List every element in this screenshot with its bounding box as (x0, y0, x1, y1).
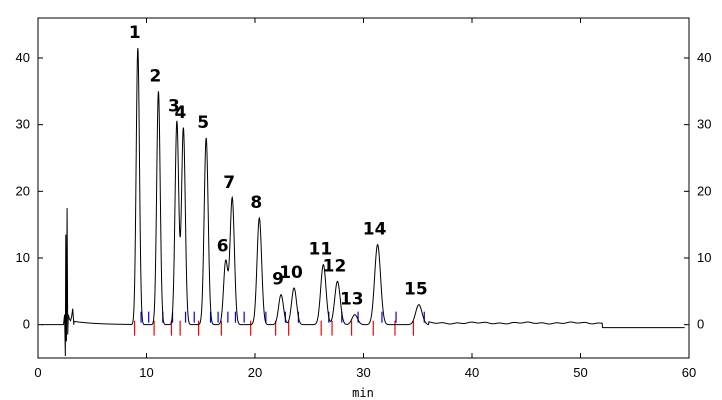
peak-label: 6 (217, 236, 229, 256)
peak-label: 14 (363, 220, 387, 240)
x-tick-label: 40 (465, 365, 479, 380)
peak-label: 9 (272, 270, 284, 290)
peak-label: 4 (174, 103, 186, 123)
y-tick-label-left: 30 (16, 117, 30, 132)
peak-label: 8 (250, 193, 262, 213)
peak-label: 13 (340, 290, 364, 310)
y-tick-label-right: 0 (697, 317, 704, 332)
x-tick-label: 60 (682, 365, 696, 380)
y-tick-label-left: 40 (16, 50, 30, 65)
y-tick-label-left: 10 (16, 250, 30, 265)
integration-markers (133, 311, 425, 336)
chromatogram-trace (41, 47, 685, 357)
peak-label: 15 (404, 280, 428, 300)
x-tick-label: 10 (139, 365, 153, 380)
x-tick-label: 50 (573, 365, 587, 380)
y-tick-label-right: 30 (697, 117, 711, 132)
x-tick-label: 0 (34, 365, 41, 380)
peak-label: 3 (168, 96, 180, 116)
y-tick-label-left: 0 (23, 317, 30, 332)
peak-label: 7 (223, 173, 235, 193)
x-axis-title: min (352, 386, 374, 400)
y-tick-label-right: 40 (697, 50, 711, 65)
peak-label: 12 (323, 256, 347, 276)
peak-label: 5 (197, 113, 209, 133)
x-tick-label: 30 (356, 365, 370, 380)
peak-label: 11 (309, 240, 333, 260)
y-tick-label-right: 20 (697, 183, 711, 198)
peak-label: 10 (279, 263, 303, 283)
y-tick-label-right: 10 (697, 250, 711, 265)
axis-ticks: 0 10 20 30 40 50 60 0 0 10 10 20 20 30 30 40 40 (16, 18, 711, 380)
y-tick-label-left: 20 (16, 183, 30, 198)
x-tick-label: 20 (248, 365, 262, 380)
peak-label: 2 (150, 66, 162, 86)
peak-label: 1 (129, 23, 141, 43)
